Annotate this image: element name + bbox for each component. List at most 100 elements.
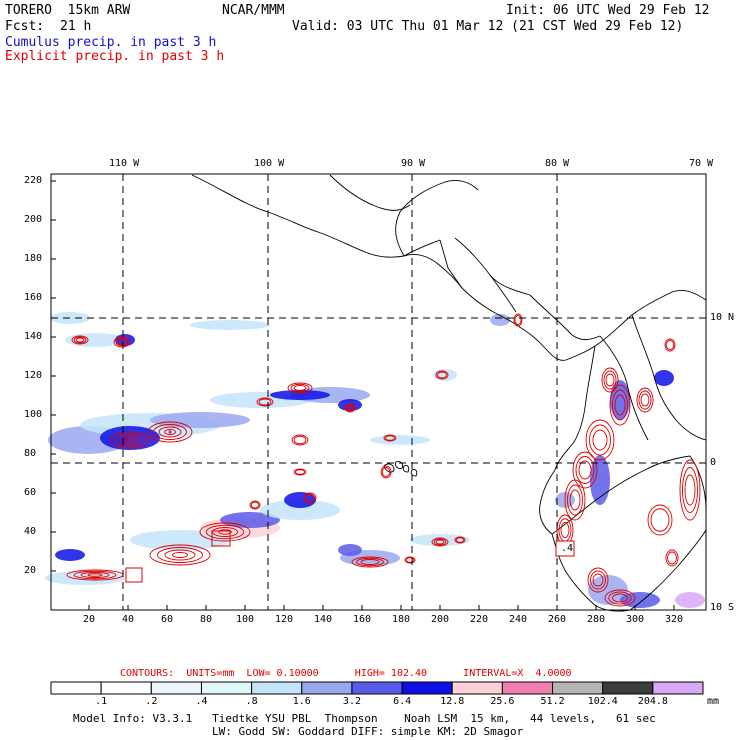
precip-contour [109,431,151,449]
cumulus-cell [654,370,674,386]
precip-contour [560,522,570,538]
precip-contour [293,468,307,476]
init-time: Init: 06 UTC Wed 29 Feb 12 [506,3,710,18]
precip-contour [172,552,188,558]
map-frame [50,173,707,611]
precip-contour [149,544,211,566]
lat-lon-grid [51,174,706,610]
x-tick-label: 240 [509,614,528,625]
precip-contour [667,551,677,565]
colorbar-label: 25.6 [490,696,515,707]
precip-contour [514,315,522,325]
precip-contour [380,465,392,479]
lon-label-90w: 90 W [401,158,426,169]
precip-contour [404,556,416,564]
colorbar-label: 3.2 [342,696,361,707]
galapagos-1 [383,463,395,473]
precip-contour [650,508,670,532]
precip-contour [73,570,117,580]
yucatan-coast [395,179,479,257]
colorbar-swatch [602,681,654,695]
precip-contour [578,460,592,480]
model-info: Model Info: V3.3.1 Tiedtke YSU PBL Thomp… [73,712,656,725]
precip-contour [636,387,654,413]
x-tick-label: 300 [626,614,645,625]
precip-contour [164,429,176,435]
precip-contour [153,424,187,440]
precip-contour [351,556,389,568]
precip-contour [564,479,586,521]
colorbar-unit: mm [707,696,720,707]
precip-contour [157,547,203,563]
precip-contour [664,338,676,352]
cumulus-legend: Cumulus precip. in past 3 h [5,35,217,50]
colorbar-label: .1 [95,696,108,707]
explicit-precip-contours [66,313,701,607]
lat-label-0: 0 [710,457,717,468]
lon-label-110w: 110 W [109,158,140,169]
precip-contour [205,524,245,540]
x-tick-label: 320 [665,614,684,625]
cumulus-cell [370,435,430,445]
cumulus-cell [150,412,250,428]
precip-contour [454,536,466,544]
precip-contour [592,429,608,451]
colorbar-swatch [652,681,704,695]
colorbar-swatch [251,681,303,695]
caribbean-coast [529,294,601,341]
cumulus-cell [675,592,705,608]
precip-contour [258,398,272,406]
central-america-border-1 [403,239,441,257]
precip-contour [609,384,631,426]
lon-label-70w: 70 W [689,158,714,169]
precip-contour [293,435,307,445]
precip-contour [356,557,384,567]
ecuador-coast [539,469,556,535]
forecast-label: Fcst: [5,19,45,34]
x-tick-label: 40 [122,614,135,625]
precip-contour [115,337,129,347]
contour-label: .4 [561,543,574,554]
precip-contour [604,589,636,607]
cumulus-cell [55,549,85,561]
precip-contour [124,437,136,443]
precip-contour [679,459,701,521]
colombia-pacific-coast [554,345,596,471]
y-tick-label: 180 [24,253,43,264]
x-tick-label: 180 [392,614,411,625]
precip-contour [585,419,615,461]
explicit-legend: Explicit precip. in past 3 h [5,49,225,64]
x-tick-label: 100 [236,614,255,625]
precip-contour [117,339,127,345]
precip-contour [295,469,305,475]
colorbar-label: 204.8 [637,696,668,707]
precip-contour [614,394,626,416]
colorbar-swatch [301,681,353,695]
precip-contour [385,435,395,441]
cumulus-cell [284,492,316,508]
panama-coast [517,325,596,361]
colorbar-swatch [501,681,554,695]
precip-contour [684,474,696,506]
physics-info: LW: Godd SW: Goddard DIFF: simple KM: 2D… [212,725,524,738]
y-tick-label: 40 [24,526,37,537]
x-tick-label: 20 [83,614,96,625]
x-tick-label: 220 [470,614,489,625]
precip-contour [347,405,353,411]
y-tick-label: 100 [24,409,43,420]
cumulus-cell [590,455,610,505]
precip-contour [87,573,103,577]
colorbar-label: .4 [195,696,208,707]
x-tick-label: 160 [353,614,372,625]
precip-contour [164,549,196,561]
colorbar-swatch [200,681,253,695]
y-tick-label: 160 [24,292,43,303]
central-america-border-2 [439,239,463,289]
colorbar-label: 12.8 [440,696,465,707]
precip-contour [682,467,698,513]
colorbar-swatch [50,681,102,695]
precip-contour [640,393,650,407]
colombia-peru-border [644,455,691,471]
precip-contour [80,572,110,578]
precip-contour [603,370,617,390]
